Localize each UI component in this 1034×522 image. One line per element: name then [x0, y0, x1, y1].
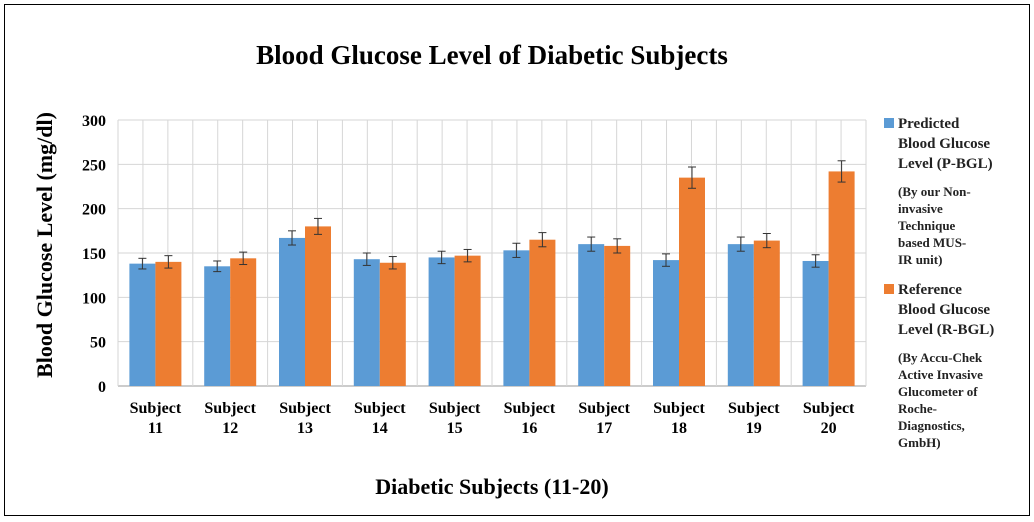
x-tick-label: Subject 11	[130, 400, 182, 437]
bar	[604, 245, 631, 386]
y-tick-label: 250	[82, 157, 106, 174]
x-tick-label: Subject 16	[504, 400, 556, 437]
bar	[802, 260, 829, 386]
legend-swatch	[884, 118, 894, 128]
bar	[454, 255, 481, 386]
bar	[428, 257, 455, 386]
x-tick-label: Subject 20	[803, 400, 855, 437]
x-tick-label: Subject 15	[429, 400, 481, 437]
legend-series-note: (By Accu-Chek Active Invasive Glucometer o…	[898, 350, 983, 450]
legend-series-name: Reference Blood Glucose Level (R-BGL)	[898, 282, 994, 338]
x-axis-label: Diabetic Subjects (11-20)	[375, 474, 608, 499]
bar	[529, 239, 556, 386]
x-tick-label: Subject 14	[354, 400, 406, 437]
chart-title: Blood Glucose Level of Diabetic Subjects	[256, 40, 728, 70]
legend-series-note: (By our Non-invasive Technique based MUS-I…	[898, 184, 971, 267]
x-tick-label: Subject 13	[279, 400, 331, 437]
y-tick-label: 200	[82, 202, 106, 219]
bar	[129, 263, 156, 386]
y-axis-ticks: 0 50 100 150 200 250 300	[82, 113, 106, 396]
bar	[204, 266, 231, 386]
y-axis-label: Blood Glucose Level (mg/dl)	[32, 112, 57, 378]
legend: Predicted Blood Glucose Level (P-BGL) (By o…	[884, 116, 994, 450]
x-axis-ticks: Subject 11 Subject 12 Subject 13 Subject 14 Subj…	[130, 400, 855, 437]
bar	[679, 177, 705, 386]
bar	[727, 244, 754, 386]
bar	[753, 240, 780, 386]
bar	[230, 258, 257, 386]
x-tick-label: Subject 19	[728, 400, 780, 437]
x-tick-label: Subject 18	[653, 400, 705, 437]
y-tick-label: 50	[90, 335, 106, 352]
y-tick-label: 0	[98, 379, 106, 396]
y-tick-label: 150	[82, 246, 106, 263]
bar	[503, 250, 530, 386]
bar	[578, 244, 605, 386]
bar	[305, 226, 331, 386]
bar	[353, 259, 380, 386]
bars	[129, 160, 855, 386]
bar	[653, 260, 679, 386]
bar	[279, 237, 305, 386]
bar	[828, 171, 855, 386]
y-tick-label: 100	[82, 290, 106, 307]
legend-swatch	[884, 284, 894, 294]
y-tick-label: 300	[82, 113, 106, 130]
bar	[155, 261, 182, 386]
x-tick-label: Subject 12	[204, 400, 256, 437]
bar	[379, 262, 406, 386]
legend-series-name: Predicted Blood Glucose Level (P-BGL)	[898, 116, 993, 172]
x-tick-label: Subject 17	[578, 400, 630, 437]
